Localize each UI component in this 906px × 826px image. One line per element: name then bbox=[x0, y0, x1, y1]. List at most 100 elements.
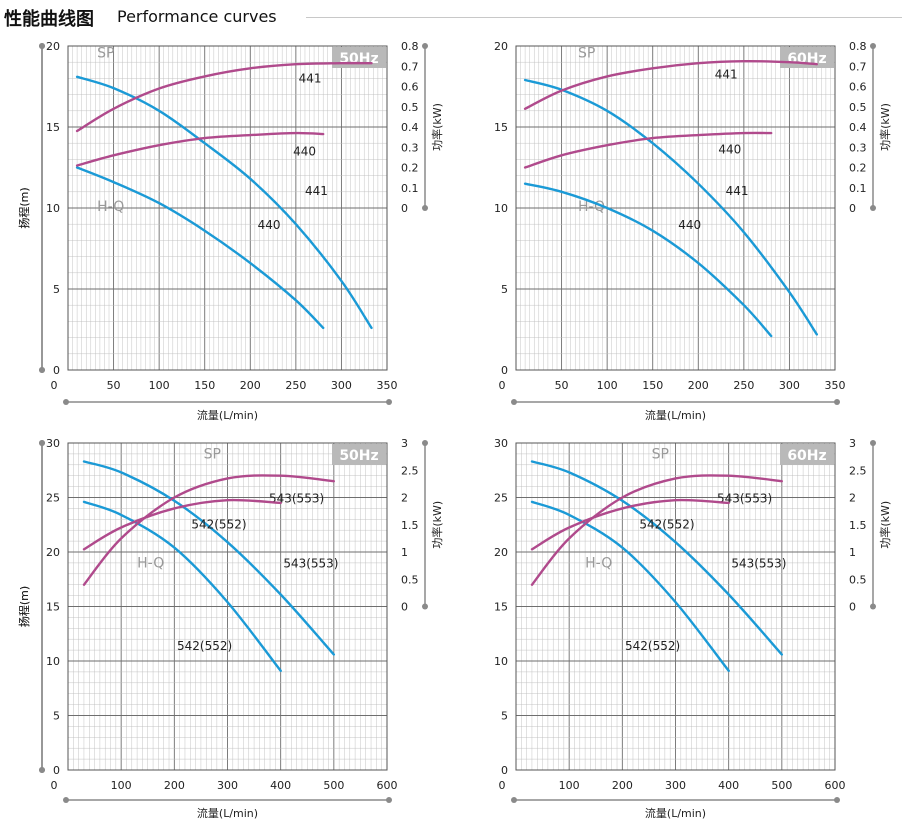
sp-curve-542-552 bbox=[530, 498, 730, 551]
hq-curve-542-552 bbox=[530, 500, 730, 672]
hq-curve-label: 543(553) bbox=[731, 556, 786, 570]
y2-axis-end-dot bbox=[422, 43, 428, 49]
y-axis-end-dot bbox=[39, 767, 45, 773]
y2-tick-label: 0 bbox=[849, 601, 856, 614]
hq-curve-label: 440 bbox=[258, 218, 281, 232]
page-title-zh: 性能曲线图 bbox=[4, 9, 94, 30]
y2-tick-label: 0.7 bbox=[401, 60, 419, 73]
y2-axis-end-dot bbox=[422, 440, 428, 446]
plot-grid bbox=[515, 45, 836, 371]
y2-axis-end-dot bbox=[870, 205, 876, 211]
y2-tick-label: 0.5 bbox=[849, 573, 867, 586]
hq-curve-441 bbox=[523, 78, 818, 336]
y-tick-label: 25 bbox=[46, 492, 60, 505]
y-tick-label: 10 bbox=[494, 202, 508, 215]
hq-curve-441 bbox=[75, 75, 373, 330]
sp-curve-label: 542(552) bbox=[191, 518, 246, 532]
curve-group-label: SP bbox=[204, 446, 221, 462]
x-tick-label: 200 bbox=[612, 779, 633, 792]
y2-tick-label: 3 bbox=[401, 437, 408, 450]
x-axis-end-dot bbox=[834, 399, 840, 405]
x-tick-label: 500 bbox=[323, 779, 344, 792]
y-tick-label: 5 bbox=[53, 283, 60, 296]
hq-curve-440 bbox=[75, 166, 325, 330]
hq-curve-543-553 bbox=[530, 460, 783, 656]
x-axis-title: 流量(L/min) bbox=[197, 806, 258, 820]
y-axis-title: 扬程(m) bbox=[17, 187, 31, 228]
page-title-en: Performance curves bbox=[117, 7, 277, 26]
frequency-badge bbox=[780, 444, 834, 465]
y-axis-title: 扬程(m) bbox=[17, 187, 31, 228]
sp-curve-440 bbox=[75, 131, 325, 167]
hq-curve-label: 543(553) bbox=[283, 556, 338, 570]
y2-tick-label: 2 bbox=[401, 492, 408, 505]
y2-tick-label: 0.6 bbox=[401, 81, 419, 94]
plot-grid bbox=[67, 442, 388, 771]
y2-tick-label: 1 bbox=[849, 546, 856, 559]
sp-curve-label: 440 bbox=[293, 144, 316, 158]
sp-curve-542-552 bbox=[82, 498, 282, 551]
y2-axis-title: 功率(kW) bbox=[878, 103, 892, 151]
y-axis-end-dot bbox=[39, 440, 45, 446]
y2-tick-label: 0 bbox=[401, 202, 408, 215]
chart-panel-1: 0 5 10 15 20 扬程(m) 0 50 100 150 200 250 300 350 流量(L/m… bbox=[17, 40, 444, 422]
y2-tick-label: 0.3 bbox=[401, 141, 419, 154]
plot-frame bbox=[67, 45, 388, 371]
y2-tick-label: 0 bbox=[849, 202, 856, 215]
hq-curve-label: 542(552) bbox=[177, 639, 232, 653]
y-tick-label: 20 bbox=[46, 546, 60, 559]
sp-curve-440 bbox=[523, 131, 773, 169]
x-tick-label: 500 bbox=[771, 779, 792, 792]
x-tick-label: 100 bbox=[597, 379, 618, 392]
x-tick-label: 0 bbox=[51, 779, 58, 792]
x-tick-label: 250 bbox=[285, 379, 306, 392]
sp-curve-label: 441 bbox=[299, 71, 322, 85]
frequency-badge-label: 50Hz bbox=[339, 51, 378, 67]
curve-group-label: SP bbox=[578, 45, 595, 61]
x-axis-title: 流量(L/min) bbox=[645, 408, 706, 422]
x-tick-label: 300 bbox=[665, 779, 686, 792]
plot-frame bbox=[67, 442, 388, 771]
y2-axis-end-dot bbox=[422, 603, 428, 610]
sp-curve-label: 542(552) bbox=[639, 518, 694, 532]
page-header: 性能曲线图 Performance curves bbox=[0, 0, 906, 34]
hq-curve-label: 441 bbox=[305, 184, 328, 198]
y2-tick-label: 0.4 bbox=[849, 121, 867, 134]
curve-group-label: H-Q bbox=[585, 555, 612, 571]
x-tick-label: 400 bbox=[718, 779, 739, 792]
y2-tick-label: 1 bbox=[401, 546, 408, 559]
x-tick-label: 200 bbox=[164, 779, 185, 792]
curve-group-label: SP bbox=[97, 45, 114, 61]
curve-group-label: H-Q bbox=[137, 555, 164, 571]
y-tick-label: 0 bbox=[501, 764, 508, 777]
x-tick-label: 200 bbox=[240, 379, 261, 392]
y2-tick-label: 0.8 bbox=[849, 40, 867, 53]
hq-curve-label: 441 bbox=[726, 184, 749, 198]
x-axis-end-dot bbox=[511, 399, 517, 405]
y2-axis-end-dot bbox=[422, 205, 428, 211]
x-axis-title: 流量(L/min) bbox=[197, 408, 258, 422]
y2-axis-end-dot bbox=[870, 603, 876, 610]
y2-tick-label: 0.1 bbox=[849, 182, 867, 195]
y2-tick-label: 0.5 bbox=[401, 573, 419, 586]
x-tick-label: 250 bbox=[733, 379, 754, 392]
y2-tick-label: 1.5 bbox=[401, 519, 419, 532]
title-divider bbox=[306, 17, 902, 18]
y-axis-title: 扬程(m) bbox=[17, 586, 31, 627]
x-axis-end-dot bbox=[511, 797, 517, 803]
frequency-badge bbox=[332, 444, 386, 465]
y-axis-title: 扬程(m) bbox=[17, 586, 31, 627]
x-tick-label: 350 bbox=[825, 379, 846, 392]
sp-curve-441 bbox=[75, 61, 373, 133]
x-tick-label: 0 bbox=[499, 379, 506, 392]
y2-tick-label: 0.5 bbox=[401, 101, 419, 114]
hq-curve-label: 542(552) bbox=[625, 639, 680, 653]
hq-curve-543-553 bbox=[82, 460, 335, 656]
y2-tick-label: 2 bbox=[849, 492, 856, 505]
x-axis-end-dot bbox=[834, 797, 840, 803]
y-axis-end-dot bbox=[39, 367, 45, 373]
y-tick-label: 10 bbox=[46, 202, 60, 215]
x-axis-end-dot bbox=[63, 399, 69, 405]
plot-frame bbox=[515, 45, 836, 371]
